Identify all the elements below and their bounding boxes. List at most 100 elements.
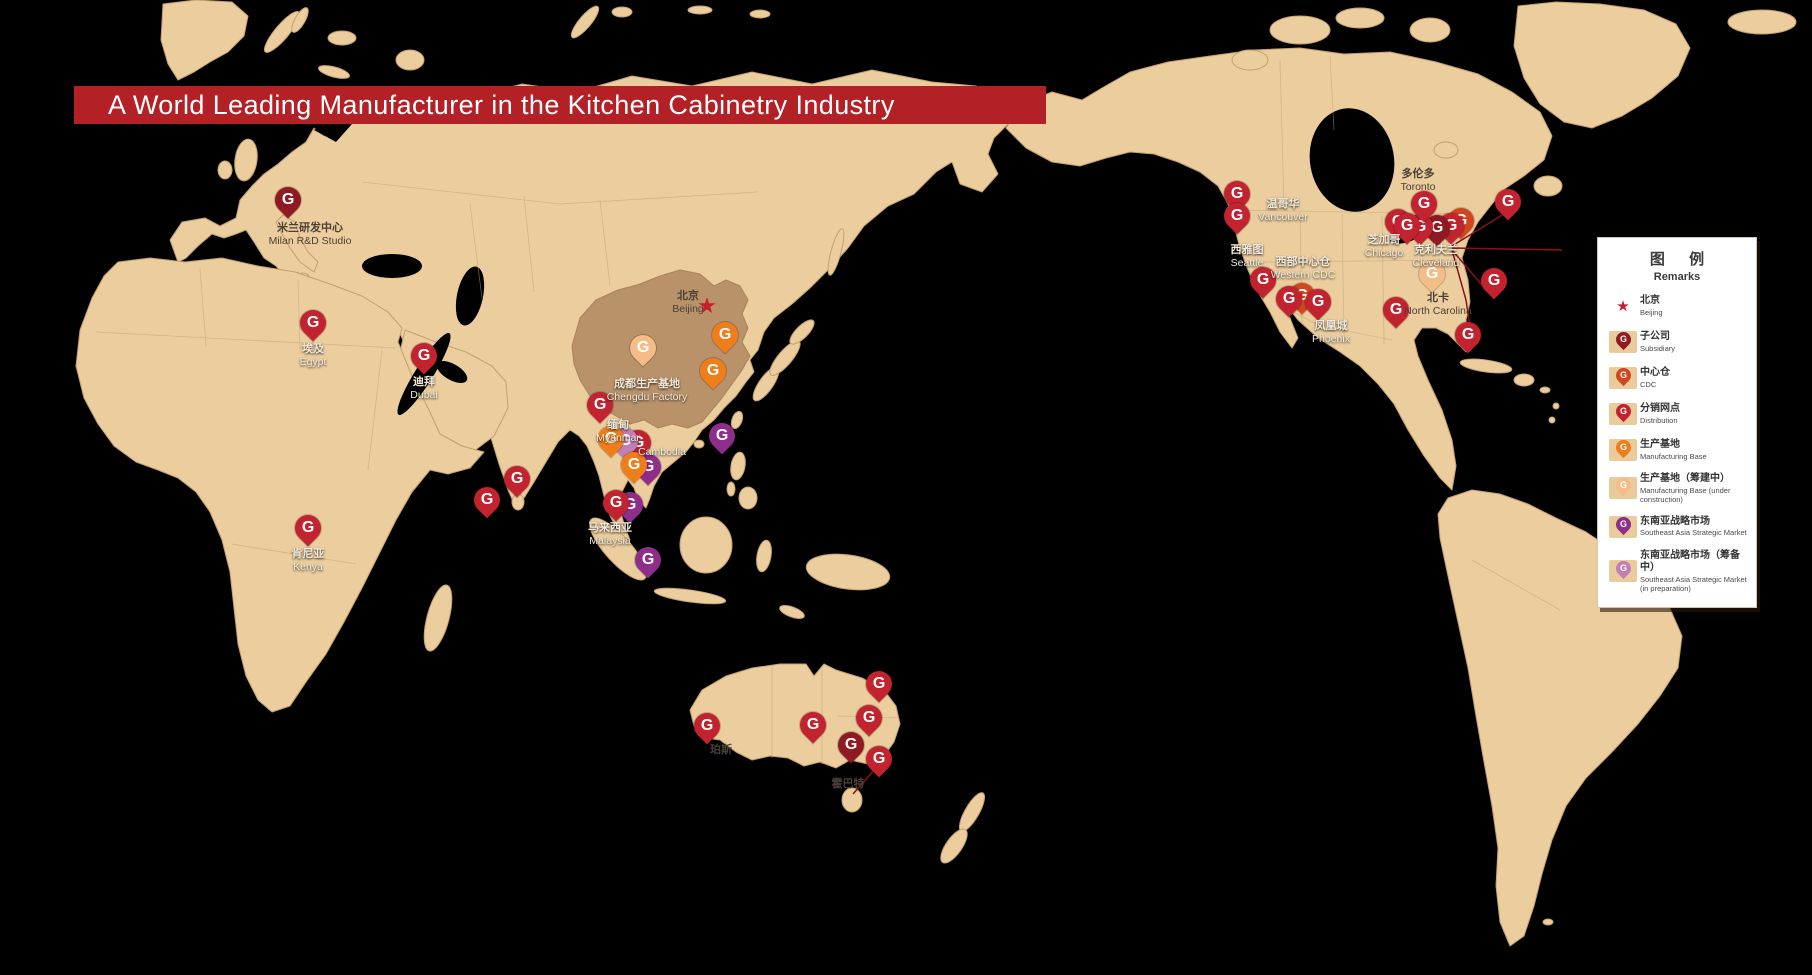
pin-marker-icon: G (688, 707, 726, 745)
pin-philippines: G (703, 417, 741, 455)
pin-marker-icon: G (832, 726, 870, 764)
pin-marker-icon: G (703, 417, 741, 455)
pin-vietnam-1: G (615, 446, 653, 484)
pin-marker-icon: G (289, 509, 327, 547)
pin-marker-icon: G (1218, 197, 1256, 235)
map-label-beijing: 北京 Beijing (672, 290, 704, 316)
pin-marker-icon: G (1475, 262, 1513, 300)
pin-marker-icon: G (706, 316, 744, 354)
pin-marker-icon: G (597, 484, 635, 522)
pin-marker-icon: G (629, 448, 667, 486)
pin-myanmar: G (581, 386, 619, 424)
pin-perth: G (688, 707, 726, 745)
legend-pin-icon-cdc: G (1606, 364, 1640, 391)
pin-marker-icon: G (1413, 255, 1451, 293)
pin-hobart: G (860, 740, 898, 778)
legend-row-distribution: G 分销网点 Distribution (1606, 400, 1748, 427)
pin-thailand-2: G (606, 422, 644, 460)
pin-marker-icon: G (619, 424, 657, 462)
map-label-phoenix: 凤凰城 Phoenix (1312, 320, 1350, 346)
pin-marker-icon: G (694, 352, 732, 390)
legend-title-en: Remarks (1653, 271, 1701, 283)
pin-thailand-3: G (619, 424, 657, 462)
pin-marker-icon: G (1442, 202, 1480, 240)
legend-title: 图 例 Remarks (1606, 248, 1748, 283)
map-label-western-cdc: 西部中心仓 Western CDC (1270, 256, 1336, 282)
map-label-hobart: 霍巴特 (831, 778, 865, 790)
pin-marker-icon: G (1377, 291, 1415, 329)
pin-chicago: G (1379, 203, 1417, 241)
pin-sydney: G (850, 699, 888, 737)
legend-row-text: 生产基地 Manufacturing Base (1640, 439, 1707, 461)
pin-toronto: G (1405, 185, 1443, 223)
pin-marker-icon: G (624, 329, 662, 367)
connector-line-0 (1451, 213, 1505, 247)
pin-marker-icon: G (1299, 283, 1337, 321)
pin-marker-icon: G (581, 386, 619, 424)
map-label-north-carolina: 北卡 North Carolina (1404, 292, 1472, 318)
legend-row-text: 东南亚战略市场（筹备中） Southeast Asia Strategic Mar… (1640, 549, 1747, 593)
map-label-myanmar: 缅甸 Myanmar (596, 419, 640, 445)
legend-row-text: 东南亚战略市场 Southeast Asia Strategic Market (1640, 515, 1747, 538)
pin-dubai: G (405, 337, 443, 375)
pin-malaysia-2: G (611, 486, 649, 524)
map-label-perth: 珀斯 (710, 744, 732, 756)
map-label-vancouver: 温哥华 Vancouver (1258, 198, 1308, 224)
pin-marker-icon: G (1283, 277, 1321, 315)
pin-india-west: G (468, 481, 506, 519)
legend-row-sea_market: G 东南亚战略市场 Southeast Asia Strategic Market (1606, 513, 1748, 540)
pin-chengdu: G (624, 329, 662, 367)
map-label-kenya: 肯尼亚 Kenya (291, 548, 325, 574)
landmasses (75, 0, 1797, 947)
legend-star-icon: ★ (1616, 297, 1630, 315)
pin-north-carolina: G (1413, 255, 1451, 293)
legend-rows: ★ 北京 Beijing G 子公司 Subsidiary G 中心仓 CDC G 分销网点 Dist… (1606, 293, 1748, 593)
legend-row-manufacturing_uc: G 生产基地（筹建中） Manufacturing Base (under cons… (1606, 473, 1748, 504)
legend-row-manufacturing: G 生产基地 Manufacturing Base (1606, 436, 1748, 463)
pin-marker-icon: G (860, 665, 898, 703)
pin-seattle: G (1218, 197, 1256, 235)
map-label-chicago: 芝加哥 Chicago (1364, 234, 1404, 260)
connector-line-3 (1451, 249, 1473, 348)
pin-marker-icon: G (794, 706, 832, 744)
country-borders (95, 55, 1561, 764)
pin-east-china-north: G (706, 316, 744, 354)
pin-cleveland-d: G (1432, 207, 1470, 245)
pin-marker-icon: G (1218, 175, 1256, 213)
legend-row-text: 分销网点 Distribution (1640, 403, 1680, 425)
pin-atlantic-east: G (1475, 262, 1513, 300)
legend-pin-icon-manufacturing: G (1606, 436, 1640, 463)
pin-adelaide: G (794, 706, 832, 744)
map-label-chengdu: 成都生产基地 Chengdu Factory (606, 378, 688, 404)
legend-pin-icon-distribution: G (1606, 400, 1640, 427)
pin-east-china-south: G (694, 352, 732, 390)
pin-cleveland-b: G (1401, 208, 1439, 246)
map-label-egypt: 埃及 Egypt (299, 343, 327, 369)
legend-row-text: 子公司 Subsidiary (1640, 331, 1676, 353)
pin-vietnam-2: G (629, 448, 667, 486)
inland-seas (314, 108, 1432, 415)
pin-marker-icon: G (629, 541, 667, 579)
connector-line-1 (1451, 247, 1563, 251)
pin-marker-icon: G (1489, 183, 1527, 221)
pin-california: G (1244, 261, 1282, 299)
headline-text: A World Leading Manufacturer in the Kitc… (108, 89, 895, 120)
pin-marker-icon: G (1244, 261, 1282, 299)
map-label-malaysia: 马来西亚 Malaysia (588, 522, 632, 548)
pin-egypt: G (294, 304, 332, 342)
pin-marker-icon: G (592, 420, 630, 458)
map-label-toronto: 多伦多 Toronto (1400, 168, 1436, 194)
headline-banner: A World Leading Manufacturer in the Kitc… (74, 86, 1046, 124)
pin-cleveland-e: G (1442, 202, 1480, 240)
legend-pin-icon-sea_market: G (1606, 513, 1640, 540)
pin-marker-icon: G (1270, 280, 1308, 318)
china-highlight (571, 269, 751, 429)
pin-marker-icon: G (294, 304, 332, 342)
pin-marker-icon: G (850, 699, 888, 737)
map-label-seattle: 西雅图 Seattle (1230, 244, 1264, 270)
legend-panel: 图 例 Remarks ★ 北京 Beijing G 子公司 Subsidiary G 中心仓… (1597, 237, 1757, 608)
pin-vancouver: G (1218, 175, 1256, 213)
